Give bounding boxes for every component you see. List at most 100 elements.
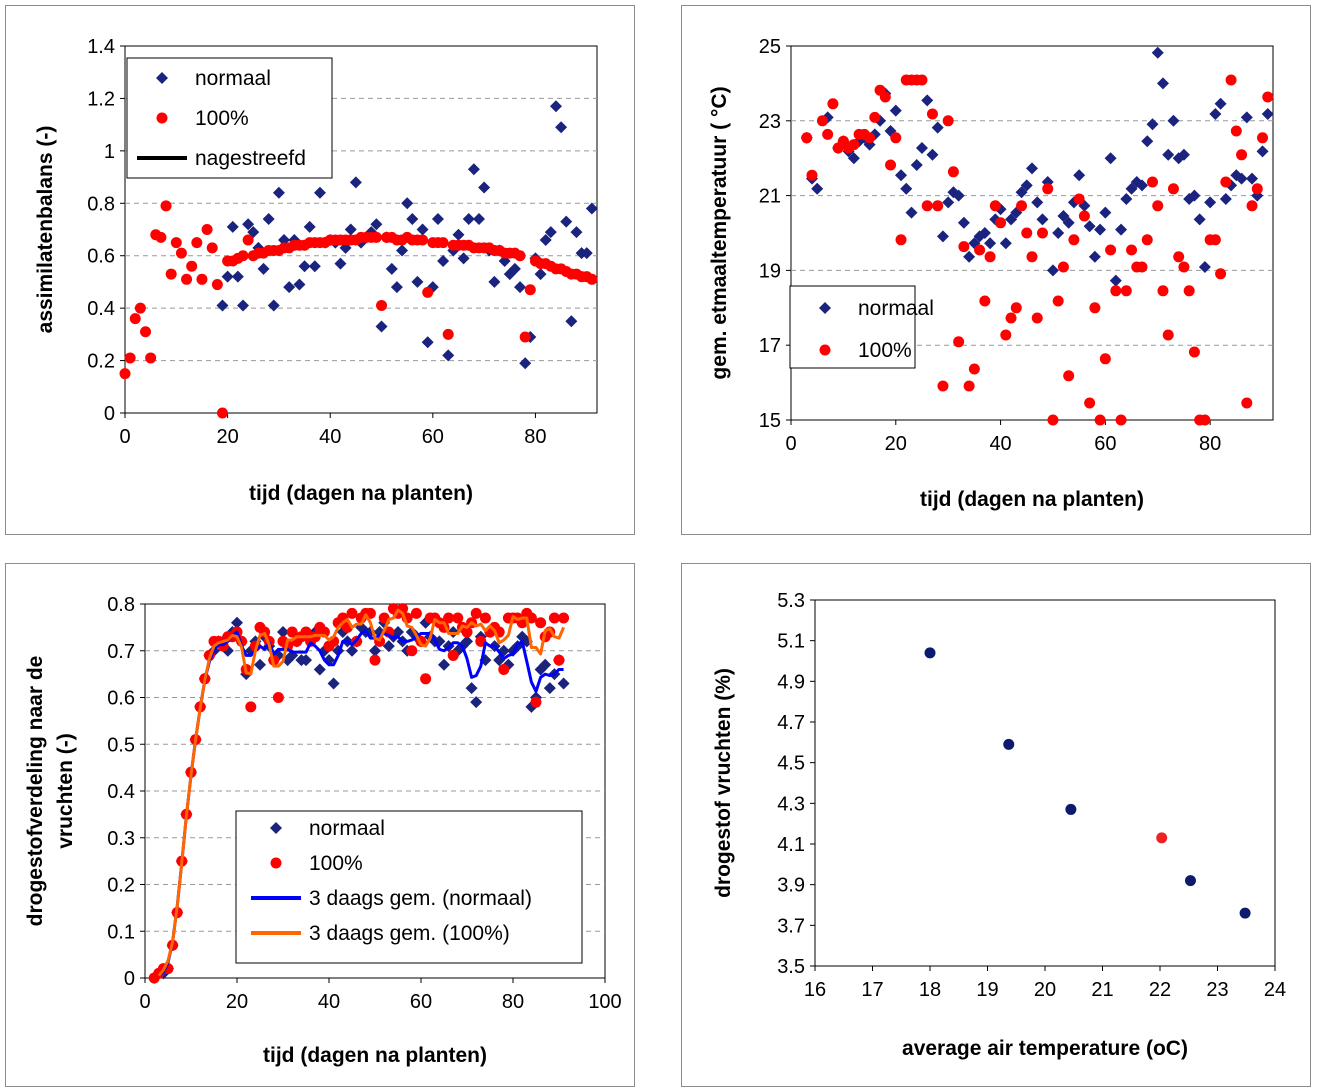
series-100% xyxy=(801,74,1274,426)
legend-label: normaal xyxy=(858,297,934,320)
x-tick-label: 60 xyxy=(422,426,444,448)
series-3 daags gem. (normaal) xyxy=(157,629,564,977)
data-point xyxy=(1046,264,1059,277)
y-tick-label: 4.7 xyxy=(777,712,805,734)
data-point xyxy=(313,186,326,199)
data-point xyxy=(370,218,383,231)
data-point xyxy=(216,407,228,419)
data-point xyxy=(1036,227,1048,239)
y-tick-label: 0.8 xyxy=(107,594,135,616)
legend-label: normaal xyxy=(195,67,271,90)
data-point xyxy=(1204,196,1217,209)
data-point xyxy=(124,352,136,364)
data-point xyxy=(1057,261,1069,273)
data-point xyxy=(1188,346,1200,358)
data-point xyxy=(1173,251,1185,263)
data-point xyxy=(1225,74,1237,86)
legend-swatch xyxy=(819,344,831,356)
data-point xyxy=(895,169,908,182)
data-point xyxy=(974,244,986,256)
data-point xyxy=(410,607,422,619)
data-point xyxy=(1010,302,1022,314)
data-point xyxy=(816,115,828,127)
data-point xyxy=(910,159,923,171)
legend-label: 100% xyxy=(858,339,912,362)
data-point xyxy=(900,182,913,195)
data-point xyxy=(1105,244,1117,256)
y-tick-label: 3.5 xyxy=(777,956,805,978)
series-100% xyxy=(119,200,598,419)
data-point xyxy=(1099,206,1112,219)
data-point xyxy=(272,186,285,199)
series-line xyxy=(157,608,565,977)
x-tick-label: 17 xyxy=(861,979,883,1001)
data-point xyxy=(1152,200,1164,212)
data-point xyxy=(1198,261,1211,273)
data-point xyxy=(1193,213,1206,226)
x-tick-label: 20 xyxy=(885,433,907,455)
data-point xyxy=(447,649,459,661)
x-tick-label: 40 xyxy=(318,991,340,1013)
data-point xyxy=(806,169,818,181)
data-point xyxy=(979,295,991,307)
x-axis-title: tijd (dagen na planten) xyxy=(249,482,473,505)
data-point xyxy=(1052,227,1065,239)
data-point xyxy=(1003,738,1015,750)
data-point xyxy=(890,132,902,144)
legend: normaal 100% nagestreefd xyxy=(126,57,333,179)
y-tick-label: 4.9 xyxy=(777,671,805,693)
x-tick-label: 20 xyxy=(216,426,238,448)
data-point xyxy=(1042,183,1054,195)
data-point xyxy=(1241,397,1253,409)
data-point xyxy=(1125,182,1138,195)
x-tick-label: 24 xyxy=(1264,979,1286,1001)
data-point xyxy=(1057,210,1070,222)
data-point xyxy=(915,142,928,154)
data-point xyxy=(181,273,193,285)
data-point xyxy=(406,645,418,657)
data-point xyxy=(848,139,860,151)
series-line xyxy=(157,629,564,977)
data-point xyxy=(461,635,473,648)
data-point xyxy=(889,104,902,117)
data-point xyxy=(1000,329,1012,341)
data-point xyxy=(272,692,284,703)
y-tick-label: 0.6 xyxy=(107,688,135,710)
data-point xyxy=(827,98,839,110)
data-point xyxy=(1261,108,1274,120)
data-point xyxy=(1236,149,1248,161)
data-point xyxy=(1220,176,1232,188)
data-point xyxy=(1262,91,1274,103)
data-point xyxy=(221,270,234,283)
y-axis-title-line: drogestofverdeling naar de xyxy=(24,656,47,927)
data-point xyxy=(534,268,547,281)
data-point xyxy=(1036,213,1049,226)
data-point xyxy=(375,320,388,333)
data-point xyxy=(1083,220,1096,233)
data-point xyxy=(1246,200,1258,212)
data-point xyxy=(1146,118,1159,131)
data-point xyxy=(245,701,257,713)
data-point xyxy=(1094,223,1107,236)
data-point xyxy=(1209,234,1221,246)
data-point xyxy=(1021,227,1033,239)
legend-label: 3 daags gem. (100%) xyxy=(309,922,510,945)
data-point xyxy=(300,626,312,638)
data-point xyxy=(1188,189,1201,202)
x-tick-label: 19 xyxy=(976,979,998,1001)
data-point xyxy=(1184,875,1196,887)
data-point xyxy=(498,663,510,675)
data-point xyxy=(586,273,598,285)
x-tick-label: 18 xyxy=(919,979,941,1001)
data-point xyxy=(1147,176,1158,188)
data-point xyxy=(473,213,485,226)
y-axis-title-line: vruchten (-) xyxy=(54,733,77,849)
data-point xyxy=(1214,97,1227,110)
data-point xyxy=(558,612,570,624)
data-point xyxy=(905,206,918,219)
legend-box xyxy=(789,285,916,369)
legend-label: 3 daags gem. (normaal) xyxy=(309,887,532,910)
data-point xyxy=(952,189,965,202)
data-point xyxy=(392,626,404,639)
data-point xyxy=(937,380,949,392)
